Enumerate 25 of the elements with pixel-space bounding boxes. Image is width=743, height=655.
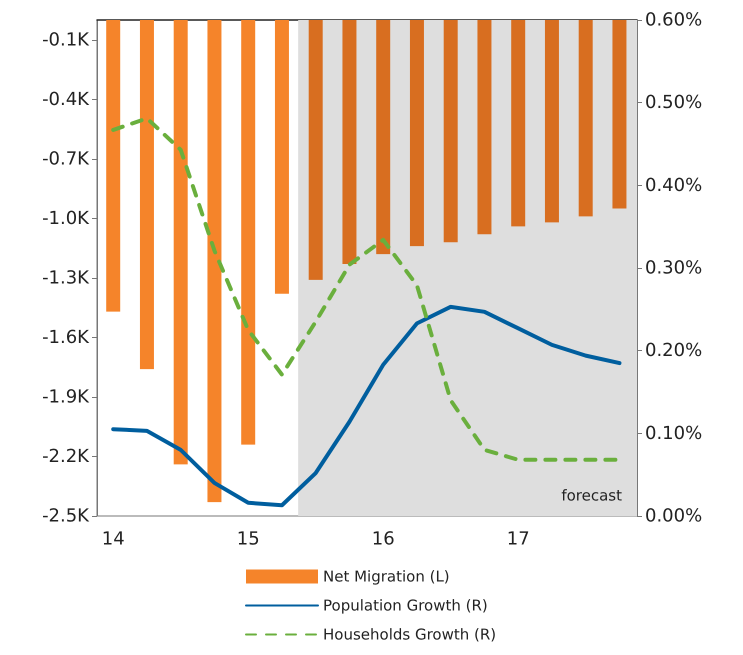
y2-tick-label: 0.00% [645,506,702,526]
band-label: forecast [561,486,622,504]
y2-tick-label: 0.60% [645,10,702,30]
y-tick-label: -0.7K [42,148,90,170]
x-tick-label: 15 [236,528,260,550]
y-tick-label: -1.9K [42,386,90,408]
y-tick-label: -0.1K [42,29,90,50]
x-tick-label: 17 [506,528,530,550]
y-tick-label: -1.0K [42,208,90,229]
y2-tick-label: 0.30% [645,258,702,278]
y-tick-label: -2.2K [42,446,90,467]
y2-tick-label: 0.50% [645,92,702,114]
y2-tick-label: 0.40% [645,174,702,196]
y-tick-label: -1.6K [42,326,90,348]
legend-label: Population Growth (R) [323,596,488,614]
y2-tick-label: 0.10% [645,422,702,444]
y-tick-label: -2.5K [42,506,90,526]
x-tick-label: 16 [372,528,395,550]
legend-label: Net Migration (L) [323,568,450,586]
line-series [111,304,622,508]
x-tick-label: 14 [102,528,125,550]
legend-label: Households Growth (R) [323,626,496,644]
y-tick-label: -0.4K [42,88,90,110]
y-tick-label: -1.3K [42,267,90,288]
y2-tick-label: 0.20% [645,340,702,362]
